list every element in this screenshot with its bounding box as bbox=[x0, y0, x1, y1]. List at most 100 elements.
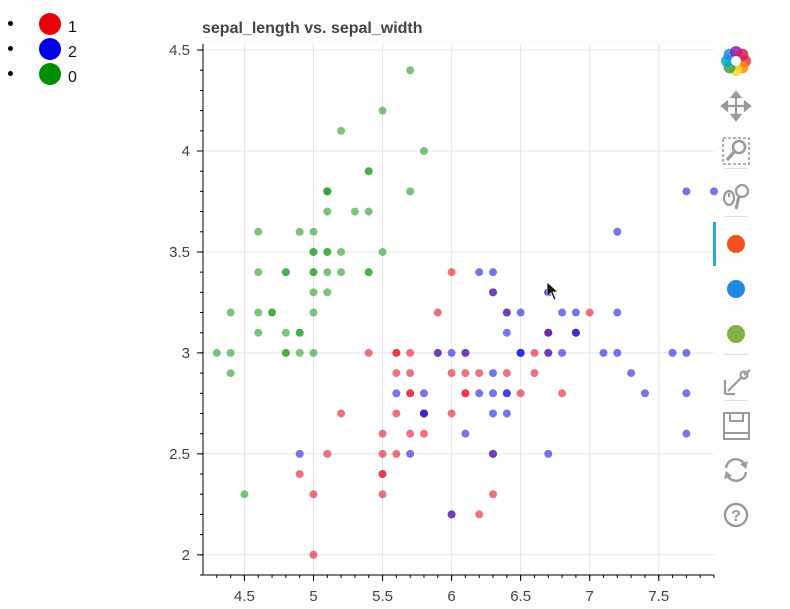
active-tool-indicator bbox=[713, 222, 716, 266]
data-point bbox=[378, 247, 387, 256]
legend-item: 1 bbox=[0, 10, 120, 36]
data-point bbox=[323, 207, 332, 216]
data-point bbox=[613, 308, 622, 317]
data-point bbox=[530, 348, 539, 357]
data-point bbox=[254, 328, 263, 337]
toolbar: ? bbox=[713, 40, 759, 540]
data-point bbox=[281, 268, 290, 277]
data-point bbox=[613, 227, 622, 236]
data-point bbox=[516, 348, 525, 357]
data-point bbox=[240, 490, 249, 499]
data-point bbox=[461, 429, 470, 438]
hover-tool-icon[interactable] bbox=[719, 364, 753, 398]
red-lasso-tool-icon[interactable] bbox=[719, 227, 753, 261]
data-point bbox=[558, 389, 567, 398]
chart-title: sepal_length vs. sepal_width bbox=[202, 20, 423, 37]
data-point bbox=[502, 308, 511, 317]
data-point bbox=[406, 449, 415, 458]
data-point bbox=[226, 348, 235, 357]
data-point bbox=[599, 348, 608, 357]
data-point bbox=[530, 369, 539, 378]
data-point bbox=[502, 389, 511, 398]
data-point bbox=[295, 328, 304, 337]
data-point bbox=[489, 409, 498, 418]
data-point bbox=[364, 348, 373, 357]
data-point bbox=[392, 348, 401, 357]
toolbar-separator bbox=[725, 354, 747, 355]
x-tick-label: 5 bbox=[309, 588, 317, 605]
data-point bbox=[419, 147, 428, 156]
data-point bbox=[544, 449, 553, 458]
data-point bbox=[461, 369, 470, 378]
data-point bbox=[392, 389, 401, 398]
data-point bbox=[309, 247, 318, 256]
x-tick-label: 4.5 bbox=[234, 588, 255, 605]
data-point bbox=[364, 268, 373, 277]
data-point bbox=[295, 227, 304, 236]
data-point bbox=[544, 348, 553, 357]
data-point bbox=[378, 449, 387, 458]
data-point bbox=[447, 510, 456, 519]
x-tick-label: 6.5 bbox=[510, 588, 531, 605]
plot-area[interactable] bbox=[203, 44, 714, 575]
data-point bbox=[640, 389, 649, 398]
data-point bbox=[419, 429, 428, 438]
data-point bbox=[475, 369, 484, 378]
data-point bbox=[406, 389, 415, 398]
data-point bbox=[668, 348, 677, 357]
y-tick-label: 3.5 bbox=[169, 244, 190, 261]
toolbar-separator bbox=[725, 168, 747, 169]
toolbar-separator bbox=[725, 216, 747, 217]
svg-text:?: ? bbox=[731, 508, 741, 525]
help-tool-icon[interactable]: ? bbox=[719, 498, 753, 532]
data-point bbox=[461, 348, 470, 357]
data-point bbox=[337, 126, 346, 135]
data-point bbox=[544, 328, 553, 337]
data-point bbox=[419, 389, 428, 398]
data-point bbox=[502, 328, 511, 337]
data-point bbox=[710, 187, 718, 196]
reset-tool-icon[interactable] bbox=[719, 453, 753, 487]
x-tick-label: 6 bbox=[447, 588, 455, 605]
data-point bbox=[571, 328, 580, 337]
bullet-icon bbox=[8, 21, 13, 26]
data-point bbox=[281, 348, 290, 357]
legend-item: 0 bbox=[0, 60, 120, 86]
y-tick-label: 4.5 bbox=[169, 42, 190, 59]
legend-label: 2 bbox=[68, 44, 77, 61]
data-point bbox=[406, 348, 415, 357]
data-point bbox=[309, 550, 318, 559]
save-tool-icon[interactable] bbox=[719, 409, 753, 443]
data-point bbox=[406, 429, 415, 438]
data-point bbox=[406, 187, 415, 196]
bokeh-logo-icon[interactable] bbox=[719, 44, 753, 78]
data-point bbox=[350, 207, 359, 216]
data-point bbox=[378, 470, 387, 479]
data-point bbox=[558, 348, 567, 357]
data-point bbox=[309, 268, 318, 277]
data-point bbox=[447, 348, 456, 357]
data-point bbox=[475, 268, 484, 277]
wheel-zoom-tool-icon[interactable] bbox=[719, 179, 753, 213]
data-point bbox=[281, 328, 290, 337]
x-tick-label: 7 bbox=[586, 588, 594, 605]
toolbar-separator bbox=[725, 400, 747, 401]
data-point bbox=[682, 187, 691, 196]
data-point bbox=[489, 369, 498, 378]
data-point bbox=[502, 369, 511, 378]
data-point bbox=[364, 167, 373, 176]
legend-swatch bbox=[39, 38, 61, 60]
data-point bbox=[254, 308, 263, 317]
data-point bbox=[323, 247, 332, 256]
pan-tool-icon[interactable] bbox=[719, 89, 753, 123]
data-point bbox=[406, 369, 415, 378]
legend-swatch bbox=[39, 63, 61, 85]
data-point bbox=[309, 288, 318, 297]
data-point bbox=[571, 308, 580, 317]
data-point bbox=[309, 348, 318, 357]
legend-item: 2 bbox=[0, 35, 120, 61]
box-zoom-tool-icon[interactable] bbox=[719, 134, 753, 168]
green-lasso-tool-icon[interactable] bbox=[719, 317, 753, 351]
blue-lasso-tool-icon[interactable] bbox=[719, 272, 753, 306]
